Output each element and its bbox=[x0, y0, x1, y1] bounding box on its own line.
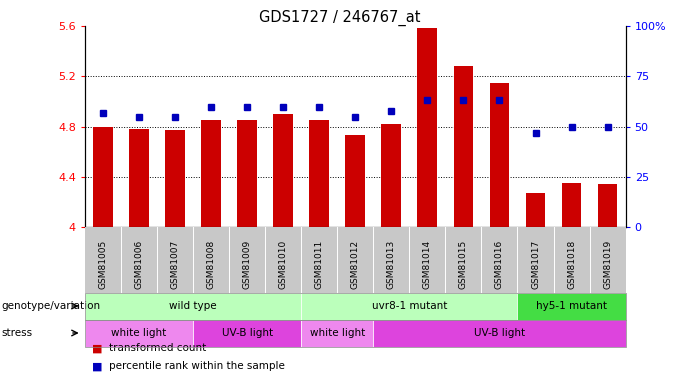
Bar bbox=[454, 66, 473, 227]
Bar bbox=[418, 27, 437, 227]
Bar bbox=[129, 129, 149, 227]
Text: ■: ■ bbox=[92, 362, 102, 371]
Text: GSM81016: GSM81016 bbox=[495, 240, 504, 289]
Text: GSM81012: GSM81012 bbox=[351, 240, 360, 289]
Bar bbox=[201, 120, 221, 227]
Text: transformed count: transformed count bbox=[109, 344, 206, 353]
Bar bbox=[562, 183, 581, 227]
Text: GSM81008: GSM81008 bbox=[207, 240, 216, 289]
Text: UV-B light: UV-B light bbox=[222, 328, 273, 338]
Text: GSM81005: GSM81005 bbox=[99, 240, 107, 289]
Bar bbox=[526, 193, 545, 227]
Bar bbox=[381, 124, 401, 227]
Text: GSM81019: GSM81019 bbox=[603, 240, 612, 289]
Text: GSM81010: GSM81010 bbox=[279, 240, 288, 289]
Bar bbox=[598, 184, 617, 227]
Text: GDS1727 / 246767_at: GDS1727 / 246767_at bbox=[259, 9, 421, 26]
Text: genotype/variation: genotype/variation bbox=[1, 301, 101, 311]
Text: GSM81017: GSM81017 bbox=[531, 240, 540, 289]
Bar bbox=[273, 114, 293, 227]
Bar bbox=[309, 120, 329, 227]
Text: white light: white light bbox=[112, 328, 167, 338]
Text: UV-B light: UV-B light bbox=[474, 328, 525, 338]
Text: GSM81006: GSM81006 bbox=[135, 240, 143, 289]
Text: GSM81009: GSM81009 bbox=[243, 240, 252, 289]
Bar bbox=[345, 135, 365, 227]
Text: percentile rank within the sample: percentile rank within the sample bbox=[109, 362, 285, 371]
Text: hy5-1 mutant: hy5-1 mutant bbox=[536, 301, 607, 311]
Text: GSM81007: GSM81007 bbox=[171, 240, 180, 289]
Bar bbox=[490, 82, 509, 227]
Bar bbox=[93, 127, 113, 227]
Text: GSM81013: GSM81013 bbox=[387, 240, 396, 289]
Text: GSM81018: GSM81018 bbox=[567, 240, 576, 289]
Text: uvr8-1 mutant: uvr8-1 mutant bbox=[372, 301, 447, 311]
Bar bbox=[237, 120, 257, 227]
Text: stress: stress bbox=[1, 328, 33, 338]
Text: GSM81015: GSM81015 bbox=[459, 240, 468, 289]
Text: ■: ■ bbox=[92, 344, 102, 353]
Text: GSM81011: GSM81011 bbox=[315, 240, 324, 289]
Text: wild type: wild type bbox=[169, 301, 217, 311]
Bar bbox=[165, 130, 185, 227]
Text: white light: white light bbox=[309, 328, 365, 338]
Text: GSM81014: GSM81014 bbox=[423, 240, 432, 289]
